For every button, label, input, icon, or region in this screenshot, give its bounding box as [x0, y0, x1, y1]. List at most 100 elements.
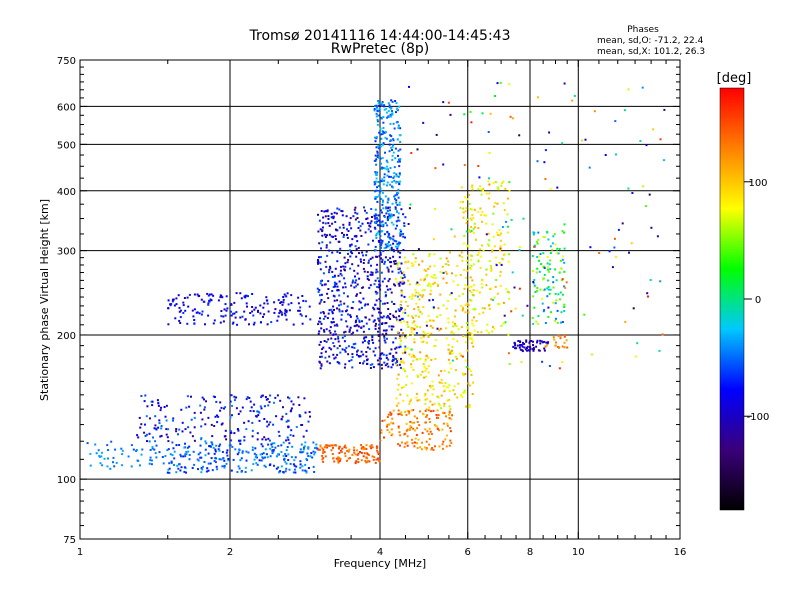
- data-point: [495, 264, 498, 267]
- data-point: [121, 464, 123, 467]
- data-point: [372, 458, 375, 461]
- data-point: [442, 271, 445, 274]
- data-point: [250, 469, 253, 472]
- data-point: [305, 470, 308, 473]
- data-point: [608, 250, 611, 253]
- data-point: [322, 317, 325, 320]
- x-tick-label: 4: [377, 547, 383, 558]
- data-point: [237, 451, 240, 454]
- data-point: [393, 166, 396, 169]
- data-point: [353, 449, 356, 452]
- data-point: [508, 190, 511, 192]
- data-point: [369, 273, 372, 276]
- data-point: [538, 270, 541, 273]
- data-point: [399, 251, 402, 254]
- data-point: [359, 301, 362, 304]
- data-point: [317, 262, 319, 265]
- data-point: [382, 121, 385, 124]
- data-point: [494, 95, 496, 97]
- data-point: [335, 457, 338, 460]
- data-point: [532, 282, 535, 285]
- data-point: [366, 222, 369, 225]
- data-point: [543, 161, 546, 164]
- data-point: [327, 280, 330, 283]
- data-point: [306, 452, 309, 455]
- data-point: [332, 305, 335, 308]
- data-point: [445, 281, 448, 284]
- data-point: [317, 213, 319, 216]
- data-point: [353, 346, 356, 349]
- data-point: [233, 432, 236, 435]
- data-point: [544, 149, 547, 152]
- data-point: [380, 224, 383, 227]
- data-point: [481, 211, 484, 214]
- data-point: [547, 270, 550, 273]
- data-point: [377, 145, 380, 148]
- data-point: [200, 471, 203, 474]
- data-point: [468, 404, 471, 407]
- data-point: [153, 427, 156, 430]
- data-point: [354, 462, 357, 465]
- data-point: [203, 398, 205, 401]
- data-point: [373, 226, 376, 229]
- data-point: [397, 373, 400, 376]
- data-point: [375, 104, 378, 107]
- data-point: [471, 184, 474, 187]
- data-point: [615, 153, 617, 156]
- data-point: [374, 303, 377, 306]
- data-point: [561, 142, 564, 145]
- data-point: [383, 131, 386, 134]
- data-point: [219, 409, 222, 412]
- data-point: [251, 429, 254, 432]
- data-point: [307, 420, 310, 423]
- data-point: [263, 418, 266, 420]
- data-point: [398, 337, 401, 340]
- data-point: [416, 374, 419, 377]
- data-point: [357, 227, 360, 229]
- data-point: [419, 351, 422, 354]
- data-point: [351, 281, 354, 284]
- data-point: [404, 335, 407, 338]
- data-point: [182, 312, 185, 314]
- data-point: [376, 156, 379, 158]
- data-point: [267, 310, 270, 313]
- data-point: [464, 311, 467, 314]
- data-point: [452, 338, 455, 340]
- data-point: [519, 348, 522, 351]
- data-point: [253, 452, 256, 455]
- data-point: [216, 414, 218, 417]
- data-point: [458, 254, 461, 257]
- data-point: [387, 168, 389, 171]
- data-point: [424, 360, 427, 362]
- data-point: [394, 362, 397, 365]
- data-point: [351, 353, 354, 356]
- data-point: [193, 463, 196, 466]
- data-point: [271, 445, 274, 448]
- data-point: [354, 321, 357, 324]
- data-point: [244, 466, 247, 469]
- data-point: [505, 220, 508, 223]
- data-point: [332, 215, 335, 218]
- data-point: [268, 439, 271, 442]
- data-point: [403, 225, 406, 227]
- data-point: [170, 460, 173, 463]
- data-point: [398, 256, 401, 259]
- data-point: [481, 286, 484, 289]
- data-point: [172, 419, 174, 422]
- data-point: [430, 289, 432, 292]
- data-point: [173, 464, 175, 466]
- data-point: [377, 330, 380, 333]
- data-point: [541, 297, 543, 300]
- data-point: [269, 455, 272, 458]
- data-point: [479, 266, 482, 269]
- data-point: [337, 459, 340, 462]
- data-point: [338, 208, 341, 211]
- data-point: [377, 114, 380, 117]
- data-point: [639, 140, 642, 142]
- data-point: [358, 300, 361, 303]
- data-point: [447, 260, 449, 263]
- data-point: [410, 426, 413, 429]
- data-point: [417, 292, 420, 295]
- data-point: [386, 224, 389, 227]
- data-point: [305, 458, 308, 461]
